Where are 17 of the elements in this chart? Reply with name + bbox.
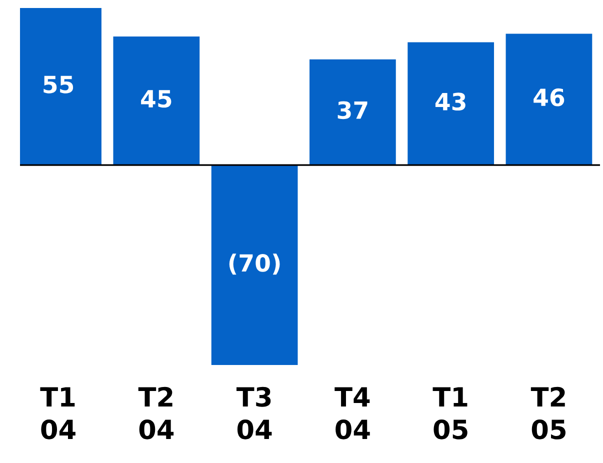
x-tick-label: T3 04	[236, 386, 272, 440]
data-label: 55	[44, 76, 74, 94]
bar	[506, 34, 592, 166]
data-label: (70)	[229, 254, 280, 275]
x-tick-label: T1 05	[432, 387, 468, 440]
x-tick-label: T4 04	[334, 387, 370, 440]
data-label: 45	[141, 90, 172, 108]
bar	[408, 42, 494, 166]
x-tick-label: T2 04	[138, 386, 174, 440]
data-label: 37	[338, 101, 368, 120]
x-tick-label: T1 04	[40, 387, 76, 440]
bar	[113, 36, 200, 166]
data-label: 43	[435, 92, 466, 111]
data-label: 46	[534, 88, 564, 106]
bar	[211, 165, 298, 365]
x-tick-label: T2 05	[530, 386, 566, 440]
bar	[310, 59, 396, 166]
